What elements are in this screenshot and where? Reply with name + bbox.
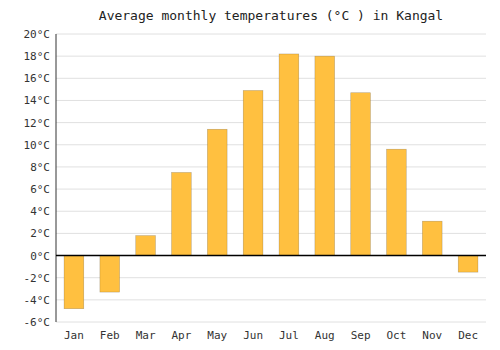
grid-line bbox=[56, 277, 486, 278]
y-tick-label: 8°C bbox=[30, 161, 50, 174]
bar bbox=[172, 172, 192, 255]
grid-line bbox=[56, 233, 486, 234]
grid-line bbox=[56, 100, 486, 101]
x-tick-label: Dec bbox=[458, 329, 478, 342]
grid-line bbox=[56, 322, 486, 323]
x-tick-label: Apr bbox=[171, 329, 191, 342]
x-tick-label: Jul bbox=[279, 329, 299, 342]
grid-line bbox=[56, 211, 486, 212]
bar bbox=[351, 93, 371, 256]
grid-line bbox=[56, 144, 486, 145]
y-tick-label: -6°C bbox=[24, 316, 51, 329]
x-tick-label: Sep bbox=[351, 329, 371, 342]
x-tick-label: Oct bbox=[386, 329, 406, 342]
chart-root: Average monthly temperatures (°C ) in Ka… bbox=[0, 0, 500, 350]
bar bbox=[387, 149, 407, 255]
grid-line bbox=[56, 189, 486, 190]
bar bbox=[64, 256, 84, 309]
y-axis: -6°C -4°C -2°C 0°C 2°C 4°C 6°C 8°C 10°C 12°C 14°C 1… bbox=[24, 28, 57, 329]
grid-line bbox=[56, 122, 486, 123]
bar bbox=[422, 221, 442, 255]
y-tick-label: -2°C bbox=[24, 272, 51, 285]
x-tick-label: Jun bbox=[243, 329, 263, 342]
y-tick-label: 14°C bbox=[24, 94, 51, 107]
title: Average monthly temperatures (°C ) in Ka… bbox=[99, 8, 443, 23]
y-tick-label: 10°C bbox=[24, 139, 51, 152]
bar bbox=[207, 129, 227, 255]
x-tick-label: Jan bbox=[64, 329, 84, 342]
y-tick-label: 16°C bbox=[24, 72, 51, 85]
y-tick-label: 18°C bbox=[24, 50, 51, 63]
grid-line bbox=[56, 255, 486, 256]
y-tick-label: 20°C bbox=[24, 28, 51, 41]
y-tick-label: 12°C bbox=[24, 117, 51, 130]
grid-line bbox=[56, 166, 486, 167]
bar bbox=[100, 256, 120, 293]
x-tick-label: Aug bbox=[315, 329, 335, 342]
y-tick-label: 6°C bbox=[30, 183, 50, 196]
grid-line bbox=[56, 299, 486, 300]
y-tick-label: 0°C bbox=[30, 250, 50, 263]
grid-line bbox=[56, 34, 486, 35]
x-tick-label: Nov bbox=[422, 329, 442, 342]
y-axis-line bbox=[56, 34, 57, 322]
bar bbox=[315, 56, 335, 255]
bars bbox=[64, 54, 478, 309]
x-axis: Jan Feb Mar Apr May Jun Jul Aug Sep Oct Nov Dec bbox=[64, 329, 478, 342]
bar bbox=[458, 256, 478, 273]
bar bbox=[136, 236, 156, 256]
zero-line bbox=[56, 255, 486, 257]
bar bbox=[243, 90, 263, 255]
grid-line bbox=[56, 78, 486, 79]
bar bbox=[279, 54, 299, 256]
x-tick-label: Feb bbox=[100, 329, 120, 342]
chart: Average monthly temperatures (°C ) in Ka… bbox=[0, 0, 500, 350]
x-tick-label: May bbox=[207, 329, 227, 342]
grid bbox=[56, 34, 486, 322]
x-tick-label: Mar bbox=[136, 329, 156, 342]
grid-line bbox=[56, 56, 486, 57]
y-tick-label: 4°C bbox=[30, 205, 50, 218]
y-tick-label: -4°C bbox=[24, 294, 51, 307]
y-tick-label: 2°C bbox=[30, 227, 50, 240]
